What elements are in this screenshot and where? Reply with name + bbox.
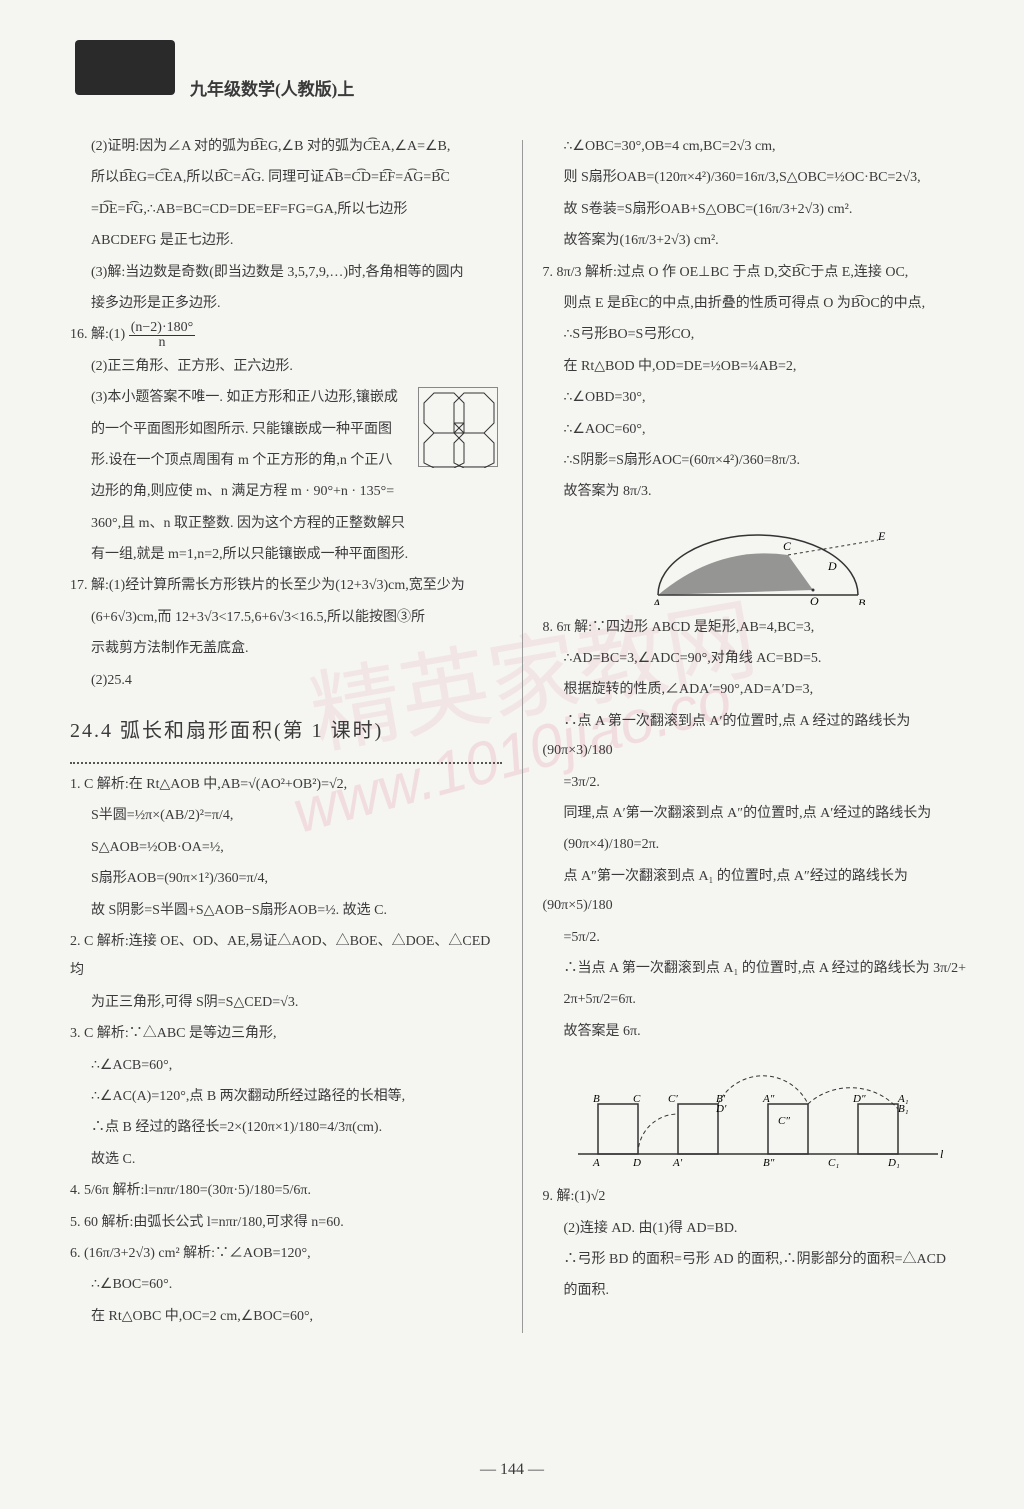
page-number-value: 144 (500, 1461, 524, 1478)
left-column: (2)证明:因为∠A 对的弧为B͡EG,∠B 对的弧为C͡EA,∠A=∠B, 所… (70, 130, 502, 1333)
text-line: S扇形AOB=(90π×1²)/360=π/4, (70, 864, 502, 893)
text-line: 5. 60 解析:由弧长公式 l=nπr/180,可求得 n=60. (70, 1208, 502, 1237)
text-line: 则点 E 是B͡EC的中点,由折叠的性质可得点 O 为B͡OC的中点, (543, 289, 975, 318)
svg-text:A: A (592, 1157, 600, 1169)
svg-text:D: D (827, 559, 837, 573)
svg-text:B: B (858, 596, 866, 605)
text-line: (6+6√3)cm,而 12+3√3<17.5,6+6√3<16.5,所以能按图… (70, 603, 502, 632)
text-line: 所以B͡EG=C͡EA,所以B͡C=A͡G. 同理可证A͡B=C͡D=E͡F=A… (70, 163, 502, 192)
svg-text:E: E (877, 529, 886, 543)
text-line: ∴∠BOC=60°. (70, 1270, 502, 1299)
arc-diagram: A B C D E O (618, 515, 898, 605)
right-column: ∴∠OBC=30°,OB=4 cm,BC=2√3 cm, 则 S扇形OAB=(1… (543, 130, 975, 1333)
octagon-diagram (418, 387, 498, 467)
text-line: 7. 8π/3 解析:过点 O 作 OE⊥BC 于点 D,交B͡C于点 E,连接… (543, 258, 975, 287)
logo-block (75, 40, 175, 95)
text-line: (2)正三角形、正方形、正六边形. (70, 352, 502, 381)
text-line: 点 A″第一次翻滚到点 A₁ 的位置时,点 A″经过的路线长为(90π×5)/1… (543, 862, 975, 921)
text-line: 6. (16π/3+2√3) cm² 解析:∵∠AOB=120°, (70, 1239, 502, 1268)
text-line: S半圆=½π×(AB/2)²=π/4, (70, 801, 502, 830)
text-line: 17. 解:(1)经计算所需长方形铁片的长至少为(12+3√3)cm,宽至少为 (70, 571, 502, 600)
text-line: 2π+5π/2=6π. (543, 985, 975, 1014)
text-line: 16. 解:(1) (n−2)·180° n (70, 320, 502, 349)
text-line: S△AOB=½OB·OA=½, (70, 833, 502, 862)
text-line: ∴∠AC(A)=120°,点 B 两次翻动所经过路径的长相等, (70, 1082, 502, 1111)
content-columns: (2)证明:因为∠A 对的弧为B͡EG,∠B 对的弧为C͡EA,∠A=∠B, 所… (70, 130, 974, 1333)
text-line: 故 S阴影=S半圆+S△AOB−S扇形AOB=½. 故选 C. (70, 896, 502, 925)
text-line: 故答案为 8π/3. (543, 477, 975, 506)
text-line: =5π/2. (543, 923, 975, 952)
denominator: n (129, 336, 195, 350)
text-line: 3. C 解析:∵△ABC 是等边三角形, (70, 1019, 502, 1048)
svg-text:O: O (810, 594, 819, 605)
svg-text:D″: D″ (852, 1093, 866, 1105)
text-line: ∴S阴影=S扇形AOC=(60π×4²)/360=8π/3. (543, 446, 975, 475)
text-line: ∴S弓形BO=S弓形CO, (543, 320, 975, 349)
text-line: 接多边形是正多边形. (70, 289, 502, 318)
text-line: 故选 C. (70, 1145, 502, 1174)
text-line: (3)解:当边数是奇数(即当边数是 3,5,7,9,…)时,各角相等的圆内 (70, 258, 502, 287)
text-line: ∴当点 A 第一次翻滚到点 A₁ 的位置时,点 A 经过的路线长为 3π/2+ (543, 954, 975, 983)
text-line: 故答案是 6π. (543, 1017, 975, 1046)
svg-text:l: l (940, 1147, 944, 1161)
text-line: 根据旋转的性质,∠ADA′=90°,AD=A′D=3, (543, 675, 975, 704)
text-line: 示裁剪方法制作无盖底盒. (70, 634, 502, 663)
text-line: 360°,且 m、n 取正整数. 因为这个方程的正整数解只 (70, 509, 502, 538)
text-line: 1. C 解析:在 Rt△AOB 中,AB=√(AO²+OB²)=√2, (70, 770, 502, 799)
text-line: 的面积. (543, 1276, 975, 1305)
text-line: 4. 5/6π 解析:l=nπr/180=(30π·5)/180=5/6π. (70, 1176, 502, 1205)
page-title: 九年级数学(人教版)上 (190, 75, 354, 100)
page-number: — 144 — (0, 1461, 1024, 1479)
svg-text:A′: A′ (672, 1157, 683, 1169)
svg-text:D′: D′ (715, 1103, 727, 1115)
q-label: 16. 解:(1) (70, 327, 125, 342)
text-line: ∴∠OBC=30°,OB=4 cm,BC=2√3 cm, (543, 132, 975, 161)
svg-text:C₁: C₁ (828, 1157, 839, 1169)
column-divider (522, 140, 523, 1333)
text-line: 故答案为(16π/3+2√3) cm². (543, 226, 975, 255)
text-line: 同理,点 A′第一次翻滚到点 A″的位置时,点 A′经过的路线长为 (543, 799, 975, 828)
svg-text:D: D (632, 1157, 641, 1169)
svg-text:C′: C′ (668, 1093, 678, 1105)
text-line: 2. C 解析:连接 OE、OD、AE,易证△AOD、△BOE、△DOE、△CE… (70, 927, 502, 986)
text-line: 边形的角,则应使 m、n 满足方程 m · 90°+n · 135°= (70, 477, 502, 506)
text-line: =3π/2. (543, 768, 975, 797)
text-line: 则 S扇形OAB=(120π×4²)/360=16π/3,S△OBC=½OC·B… (543, 163, 975, 192)
divider-dots (70, 762, 502, 764)
rolling-diagram: l B C A D C′ B′ D′ A′ A″ C″ B″ D″ B₁ (568, 1054, 948, 1174)
text-line: ∴∠OBD=30°, (543, 383, 975, 412)
text-line: 8. 6π 解:∵四边形 ABCD 是矩形,AB=4,BC=3, (543, 613, 975, 642)
svg-text:C: C (783, 539, 792, 553)
svg-text:A″: A″ (762, 1093, 775, 1105)
text-line: (90π×4)/180=2π. (543, 830, 975, 859)
svg-text:B″: B″ (763, 1157, 775, 1169)
text-line: ABCDEFG 是正七边形. (70, 226, 502, 255)
svg-text:C″: C″ (778, 1115, 790, 1127)
text-line: 有一组,就是 m=1,n=2,所以只能镶嵌成一种平面图形. (70, 540, 502, 569)
text-line: (2)证明:因为∠A 对的弧为B͡EG,∠B 对的弧为C͡EA,∠A=∠B, (70, 132, 502, 161)
numerator: (n−2)·180° (129, 321, 195, 336)
text-line: 9. 解:(1)√2 (543, 1182, 975, 1211)
svg-text:B: B (593, 1093, 600, 1105)
svg-text:A: A (652, 596, 661, 605)
text-line: (2)25.4 (70, 666, 502, 695)
text-line: (2)连接 AD. 由(1)得 AD=BD. (543, 1214, 975, 1243)
text-line: ∴弓形 BD 的面积=弓形 AD 的面积,∴阴影部分的面积=△ACD (543, 1245, 975, 1274)
svg-text:D₁: D₁ (887, 1157, 900, 1169)
text-line: ∴点 A 第一次翻滚到点 A′的位置时,点 A 经过的路线长为(90π×3)/1… (543, 707, 975, 766)
fraction: (n−2)·180° n (129, 321, 195, 350)
text-line: ∴点 B 经过的路径长=2×(120π×1)/180=4/3π(cm). (70, 1113, 502, 1142)
text-line: ∴AD=BC=3,∠ADC=90°,对角线 AC=BD=5. (543, 644, 975, 673)
svg-text:A₁: A₁ (897, 1093, 909, 1105)
section-heading: 24.4 弧长和扇形面积(第 1 课时) (70, 710, 502, 752)
text-line: 在 Rt△OBC 中,OC=2 cm,∠BOC=60°, (70, 1302, 502, 1331)
svg-text:C: C (633, 1093, 641, 1105)
text-line: =D͡E=F͡G,∴AB=BC=CD=DE=EF=FG=GA,所以七边形 (70, 195, 502, 224)
text-line: 为正三角形,可得 S阴=S△CED=√3. (70, 988, 502, 1017)
text-line: 故 S卷装=S扇形OAB+S△OBC=(16π/3+2√3) cm². (543, 195, 975, 224)
text-line: ∴∠ACB=60°, (70, 1051, 502, 1080)
text-line: 在 Rt△BOD 中,OD=DE=½OB=¼AB=2, (543, 352, 975, 381)
text-line: ∴∠AOC=60°, (543, 415, 975, 444)
